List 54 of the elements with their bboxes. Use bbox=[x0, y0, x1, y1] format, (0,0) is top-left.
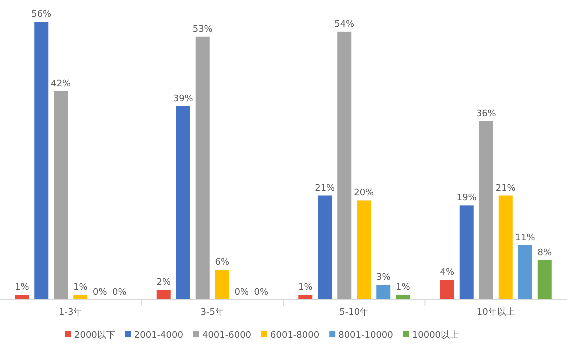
legend-label: 6001-8000 bbox=[270, 331, 320, 341]
legend-label: 4001-6000 bbox=[202, 331, 252, 341]
data-label: 36% bbox=[476, 109, 497, 120]
bar bbox=[215, 270, 230, 300]
bar bbox=[74, 295, 88, 300]
data-label: 6% bbox=[215, 258, 230, 268]
data-label: 20% bbox=[354, 188, 375, 199]
legend-label: 2001-4000 bbox=[134, 331, 184, 341]
bar bbox=[318, 196, 332, 300]
x-tick-label: 3-5年 bbox=[200, 307, 224, 318]
data-label: 0% bbox=[112, 288, 128, 298]
bar bbox=[518, 245, 532, 300]
bar bbox=[298, 295, 313, 300]
bar bbox=[498, 196, 513, 300]
data-label: 4% bbox=[440, 268, 455, 278]
bar bbox=[396, 295, 410, 300]
data-label: 53% bbox=[192, 24, 214, 35]
data-label: 21% bbox=[496, 184, 516, 194]
x-tick-label: 5-10年 bbox=[340, 307, 370, 318]
data-label: 11% bbox=[515, 233, 536, 244]
bar bbox=[15, 295, 30, 300]
bar bbox=[376, 285, 391, 300]
data-label: 21% bbox=[315, 184, 336, 194]
bar bbox=[538, 260, 552, 300]
data-label: 0% bbox=[92, 288, 108, 298]
data-label: 19% bbox=[456, 194, 478, 204]
bar bbox=[176, 106, 190, 300]
data-label: 42% bbox=[51, 80, 72, 90]
bar bbox=[338, 32, 352, 300]
data-label: 3% bbox=[376, 273, 392, 284]
data-label: 54% bbox=[334, 20, 356, 30]
bar bbox=[54, 92, 68, 300]
bar bbox=[440, 280, 454, 300]
bar bbox=[479, 121, 494, 300]
data-label: 1% bbox=[298, 283, 314, 294]
bar bbox=[357, 200, 372, 300]
legend-label: 8001-10000 bbox=[338, 331, 394, 341]
data-label: 1% bbox=[396, 283, 411, 294]
data-label: 0% bbox=[254, 288, 269, 298]
legend-label: 10000以上 bbox=[412, 330, 460, 341]
x-tick-label: 1-3年 bbox=[59, 307, 83, 318]
data-label: 39% bbox=[173, 94, 194, 104]
x-tick-label: 10年以上 bbox=[476, 307, 516, 318]
data-label: 0% bbox=[234, 288, 250, 298]
data-label: 8% bbox=[538, 248, 552, 258]
bar bbox=[196, 36, 210, 300]
data-label: 1% bbox=[14, 283, 30, 294]
data-label: 2% bbox=[156, 278, 172, 288]
data-label: 56% bbox=[32, 10, 52, 20]
data-label: 1% bbox=[73, 283, 88, 294]
legend-label: 2000以下 bbox=[74, 330, 116, 341]
bar bbox=[460, 206, 474, 300]
bar bbox=[34, 22, 49, 300]
bar bbox=[156, 290, 171, 300]
